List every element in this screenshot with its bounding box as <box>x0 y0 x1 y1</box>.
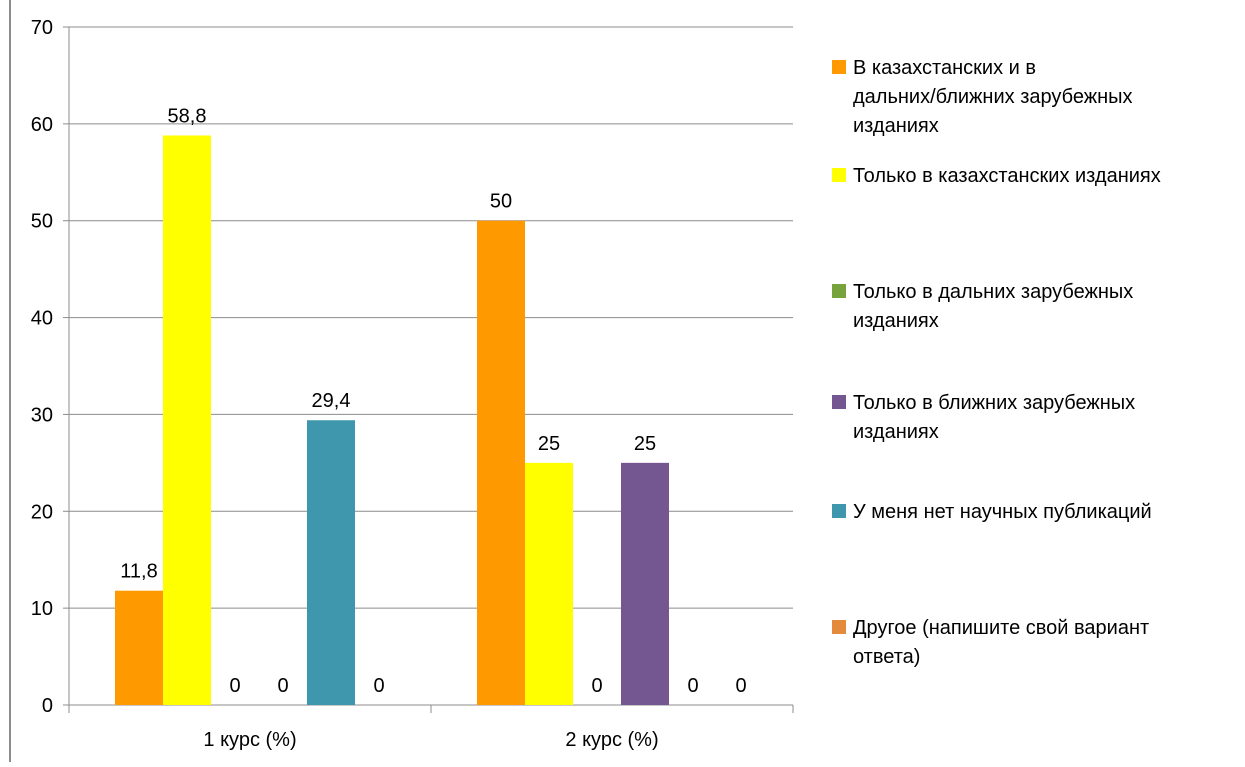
y-tick-label: 0 <box>42 695 53 717</box>
x-category-label: 1 курс (%) <box>203 729 296 751</box>
legend-label: У меня нет научных публикаций <box>853 501 1152 523</box>
data-label: 11,8 <box>120 561 157 583</box>
bar-1-2 <box>163 135 211 706</box>
bar-1-5 <box>307 420 355 705</box>
x-category-label: 2 курс (%) <box>565 729 658 751</box>
data-label: 0 <box>735 675 746 697</box>
legend-label: изданиях <box>853 310 939 332</box>
legend-label: дальних/ближних зарубежных <box>853 86 1133 108</box>
legend-swatch-6 <box>832 620 846 634</box>
chart-frame-edge <box>9 0 11 762</box>
data-label: 25 <box>538 433 560 455</box>
data-label: 50 <box>490 191 512 213</box>
legend-swatch-1 <box>832 60 846 74</box>
y-tick-label: 10 <box>31 598 53 620</box>
data-label: 29,4 <box>312 390 351 412</box>
legend-label: изданиях <box>853 421 939 443</box>
y-tick-label: 70 <box>31 17 53 39</box>
legend-label: Только в ближних зарубежных <box>853 392 1135 414</box>
legend-label: Другое (напишите свой вариант <box>853 617 1149 639</box>
y-tick-label: 50 <box>31 211 53 233</box>
data-label: 0 <box>373 675 384 697</box>
legend-swatch-5 <box>832 504 846 518</box>
y-tick-label: 40 <box>31 308 53 330</box>
data-label: 58,8 <box>168 105 207 127</box>
y-tick-label: 30 <box>31 404 53 426</box>
legend-label: Только в казахстанских изданиях <box>853 165 1161 187</box>
legend-label: ответа) <box>853 646 920 668</box>
y-tick-label: 60 <box>31 114 53 136</box>
legend-swatch-2 <box>832 168 846 182</box>
y-tick-label: 20 <box>31 501 53 523</box>
bar-2-2 <box>525 462 573 705</box>
bar-2-4 <box>621 462 669 705</box>
legend-label: Только в дальних зарубежных <box>853 281 1133 303</box>
legend-label: изданиях <box>853 115 939 137</box>
data-label: 25 <box>634 433 656 455</box>
legend-swatch-3 <box>832 284 846 298</box>
data-label: 0 <box>277 675 288 697</box>
data-label: 0 <box>229 675 240 697</box>
bar-2-1 <box>477 220 525 705</box>
data-label: 0 <box>687 675 698 697</box>
data-label: 0 <box>591 675 602 697</box>
bar-1-1 <box>115 590 163 705</box>
legend-swatch-4 <box>832 395 846 409</box>
legend-label: В казахстанских и в <box>853 57 1036 79</box>
